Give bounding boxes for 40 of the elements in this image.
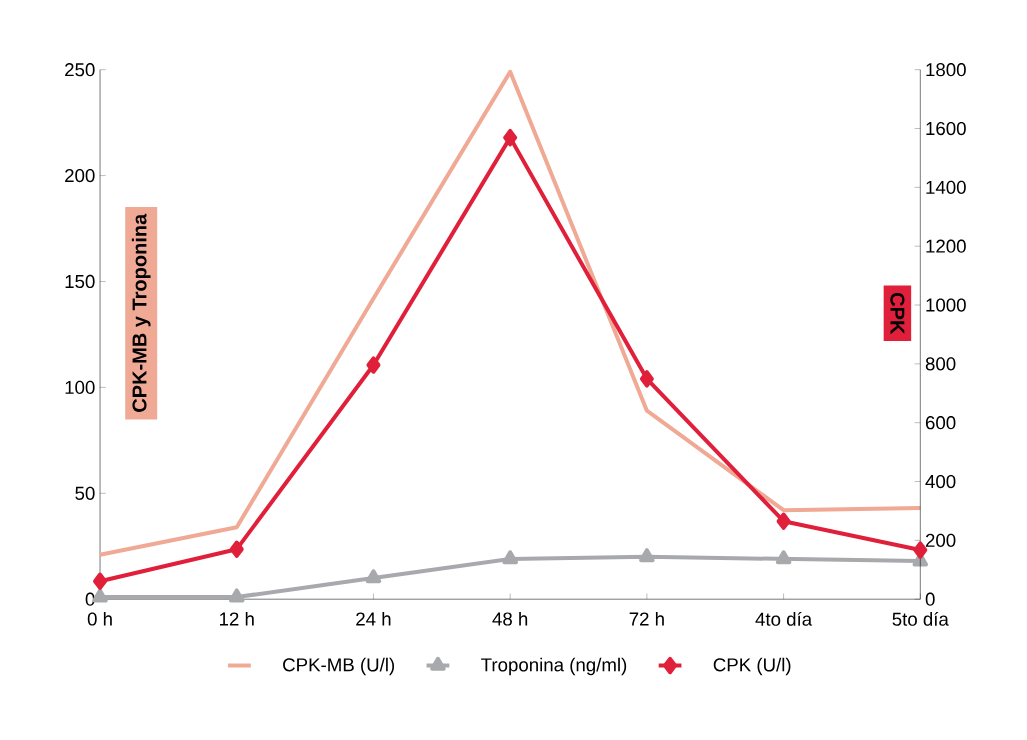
y-tick-label: 100 [65,380,95,394]
x-tick-label: 72 h [629,611,664,626]
y2-tick-label: 0 [925,592,935,606]
point [503,128,518,147]
point [365,569,382,584]
y2-tick-label: 200 [925,533,956,547]
y-tick-label: 50 [75,486,95,500]
y2-tick-label: 1200 [926,239,966,253]
point [229,540,244,558]
x-tick-label: 5to día [892,611,949,626]
y2-tick-label: 1600 [926,121,966,136]
y2-tick-label: 1800 [926,62,966,77]
y-tick-label: 250 [65,62,95,77]
point [639,370,654,388]
point [366,356,381,374]
y2-tick-label: 400 [925,474,956,489]
y-tick-label: 150 [65,274,95,288]
legend-label: CPK (U/l) [713,657,791,676]
point [913,541,928,559]
x-tick-label: 24 h [356,611,391,626]
point [775,550,792,565]
y2-tick-label: 800 [925,357,956,371]
y-axis-title: CPK-MB y Troponina [131,213,151,412]
point [93,572,108,590]
y-tick-label: 200 [65,168,95,183]
x-tick-label: 12 h [220,611,254,626]
y2-tick-label: 600 [925,415,956,430]
y2-tick-label: 1000 [926,298,966,312]
point [639,548,655,563]
x-tick-label: 4to día [755,611,813,626]
x-tick-label: 48 h [492,611,528,626]
y2-tick-label: 1400 [926,180,966,194]
point [228,588,245,603]
point [502,550,518,565]
x-tick-label: 0 h [87,611,112,626]
y2-axis-title: CPK [890,292,905,335]
line-series [98,69,923,557]
point [776,512,791,530]
legend-label: CPK-MB (U/l) [283,657,395,676]
legend-label: Troponina (ng/ml) [481,657,627,676]
